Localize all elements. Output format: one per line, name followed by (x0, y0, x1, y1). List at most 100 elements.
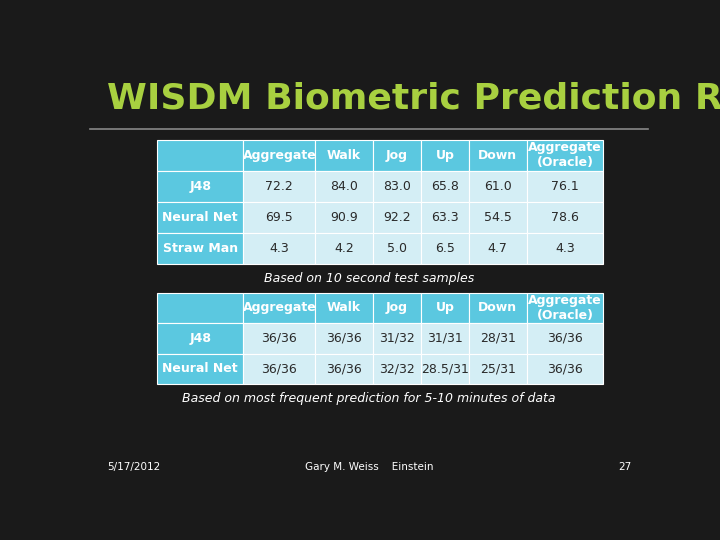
Bar (243, 171, 315, 202)
Text: 31/31: 31/31 (427, 332, 463, 345)
Text: 72.2: 72.2 (266, 180, 293, 193)
Text: Down: Down (478, 148, 518, 162)
Bar (421, 140, 469, 171)
Bar (421, 171, 469, 202)
Bar (315, 323, 373, 354)
Bar (243, 293, 315, 323)
Bar (243, 202, 315, 233)
Text: Jog: Jog (386, 148, 408, 162)
Bar (315, 233, 373, 265)
Bar (526, 354, 603, 384)
Bar (469, 140, 526, 171)
Bar (421, 323, 469, 354)
Text: J48: J48 (189, 332, 211, 345)
Bar (469, 233, 526, 265)
Text: 84.0: 84.0 (330, 180, 358, 193)
Text: 5/17/2012: 5/17/2012 (107, 462, 160, 472)
Bar (526, 202, 603, 233)
Bar (243, 233, 315, 265)
Bar (157, 323, 243, 354)
Text: 31/32: 31/32 (379, 332, 415, 345)
Bar (526, 233, 603, 265)
Text: Aggregate
(Oracle): Aggregate (Oracle) (528, 294, 602, 322)
Text: 63.3: 63.3 (431, 211, 459, 224)
Text: Aggregate: Aggregate (243, 301, 316, 314)
Bar (243, 323, 315, 354)
Bar (315, 202, 373, 233)
Bar (157, 354, 243, 384)
Bar (526, 171, 603, 202)
Text: 92.2: 92.2 (383, 211, 411, 224)
Bar (243, 354, 315, 384)
Text: 36/36: 36/36 (547, 362, 582, 375)
Bar (526, 140, 603, 171)
Bar (373, 140, 421, 171)
Bar (526, 323, 603, 354)
Text: 90.9: 90.9 (330, 211, 358, 224)
Text: Down: Down (478, 301, 518, 314)
Bar (157, 171, 243, 202)
Text: 5.0: 5.0 (387, 242, 407, 255)
Text: 4.7: 4.7 (488, 242, 508, 255)
Text: 76.1: 76.1 (551, 180, 579, 193)
Text: 83.0: 83.0 (383, 180, 411, 193)
Bar (373, 323, 421, 354)
Bar (421, 293, 469, 323)
Text: Based on most frequent prediction for 5-10 minutes of data: Based on most frequent prediction for 5-… (182, 392, 556, 404)
Text: Aggregate: Aggregate (243, 148, 316, 162)
Text: Neural Net: Neural Net (162, 211, 238, 224)
Bar (315, 171, 373, 202)
Text: Up: Up (436, 301, 454, 314)
Text: 61.0: 61.0 (484, 180, 512, 193)
Text: 65.8: 65.8 (431, 180, 459, 193)
Text: Gary M. Weiss    Einstein: Gary M. Weiss Einstein (305, 462, 433, 472)
Text: 4.3: 4.3 (555, 242, 575, 255)
Bar (157, 202, 243, 233)
Text: 28.5/31: 28.5/31 (421, 362, 469, 375)
Text: J48: J48 (189, 180, 211, 193)
Text: 27: 27 (618, 462, 631, 472)
Bar (469, 171, 526, 202)
Bar (243, 140, 315, 171)
Text: 78.6: 78.6 (551, 211, 579, 224)
Text: 36/36: 36/36 (261, 332, 297, 345)
Bar (373, 354, 421, 384)
Text: 36/36: 36/36 (547, 332, 582, 345)
Text: 6.5: 6.5 (435, 242, 455, 255)
Text: Based on 10 second test samples: Based on 10 second test samples (264, 272, 474, 285)
Bar (315, 140, 373, 171)
Text: Neural Net: Neural Net (162, 362, 238, 375)
Bar (373, 293, 421, 323)
Text: Jog: Jog (386, 301, 408, 314)
Text: 36/36: 36/36 (261, 362, 297, 375)
Bar (157, 140, 243, 171)
Bar (315, 293, 373, 323)
Bar (157, 293, 243, 323)
Text: Straw Man: Straw Man (163, 242, 238, 255)
Text: WISDM Biometric Prediction Results: WISDM Biometric Prediction Results (107, 82, 720, 116)
Bar (469, 354, 526, 384)
Text: 25/31: 25/31 (480, 362, 516, 375)
Text: 54.5: 54.5 (484, 211, 512, 224)
Text: Aggregate
(Oracle): Aggregate (Oracle) (528, 141, 602, 169)
Bar (421, 354, 469, 384)
Text: 69.5: 69.5 (266, 211, 293, 224)
Text: 32/32: 32/32 (379, 362, 415, 375)
Text: Walk: Walk (327, 301, 361, 314)
Bar (421, 202, 469, 233)
Text: 36/36: 36/36 (326, 332, 362, 345)
Bar (315, 354, 373, 384)
Text: Walk: Walk (327, 148, 361, 162)
Bar (157, 233, 243, 265)
Text: 36/36: 36/36 (326, 362, 362, 375)
Text: 4.2: 4.2 (334, 242, 354, 255)
Text: Up: Up (436, 148, 454, 162)
Bar (469, 293, 526, 323)
Bar (421, 233, 469, 265)
Text: 4.3: 4.3 (269, 242, 289, 255)
Bar (469, 202, 526, 233)
Bar (469, 323, 526, 354)
Bar (526, 293, 603, 323)
Bar (373, 202, 421, 233)
Text: 28/31: 28/31 (480, 332, 516, 345)
